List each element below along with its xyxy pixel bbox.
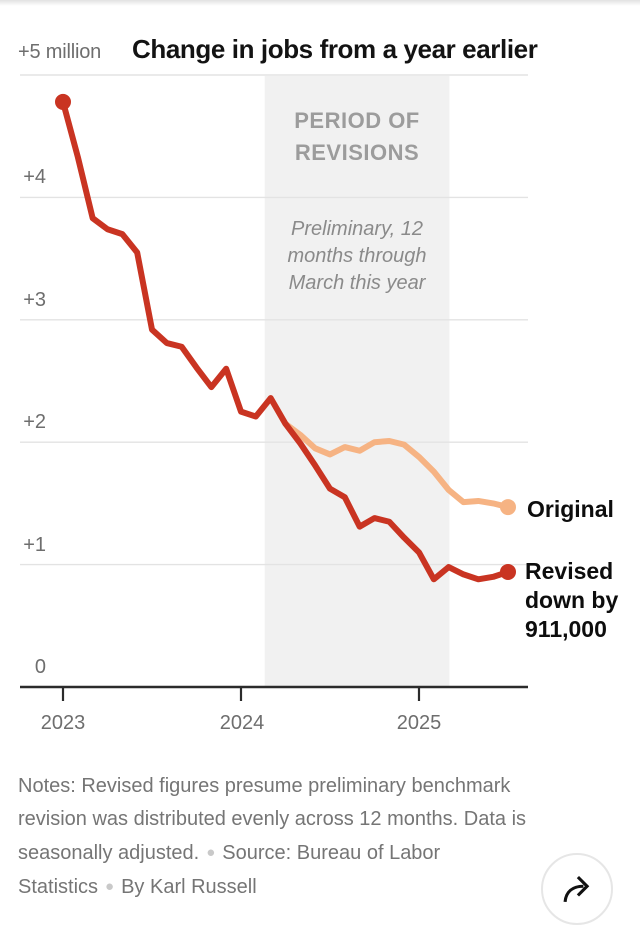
y-tick-label-3: +3 <box>23 289 46 311</box>
chart-footer: Notes: Revised figures presume prelimina… <box>18 770 566 904</box>
x-tick-label-2024: 2024 <box>219 712 265 734</box>
revision-band-note: Preliminary, 12 months through March thi… <box>287 218 427 294</box>
series-label-original: Original <box>527 496 614 522</box>
bullet-separator-icon: ● <box>105 878 115 895</box>
y-tick-label-2: +2 <box>23 411 46 433</box>
footer-notes: Notes: Revised figures presume prelimina… <box>18 775 527 864</box>
y-tick-label-1: +1 <box>23 534 46 556</box>
share-button[interactable] <box>541 853 613 925</box>
footer-byline: By Karl Russell <box>121 876 257 898</box>
x-tick-label-2025: 2025 <box>396 712 442 734</box>
chart-header: +5 million Change in jobs from a year ea… <box>18 34 538 65</box>
bullet-separator-icon: ● <box>206 844 216 861</box>
y-axis-top-label: +5 million <box>18 41 102 63</box>
chart-title: Change in jobs from a year earlier <box>132 34 538 64</box>
y-tick-label-4: +4 <box>23 166 46 188</box>
top-edge-shadow <box>0 0 640 6</box>
share-arrow-icon <box>563 875 590 903</box>
footer-source: Source: Bureau of Labor Statistics <box>18 842 441 898</box>
y-tick-label-0: 0 <box>34 656 46 678</box>
series-label-revised: Revised down by 911,000 <box>525 558 619 642</box>
jobs-change-line-chart <box>20 74 528 701</box>
x-tick-label-2023: 2023 <box>40 712 86 734</box>
revision-band-title: PERIOD OF REVISIONS <box>294 108 420 165</box>
